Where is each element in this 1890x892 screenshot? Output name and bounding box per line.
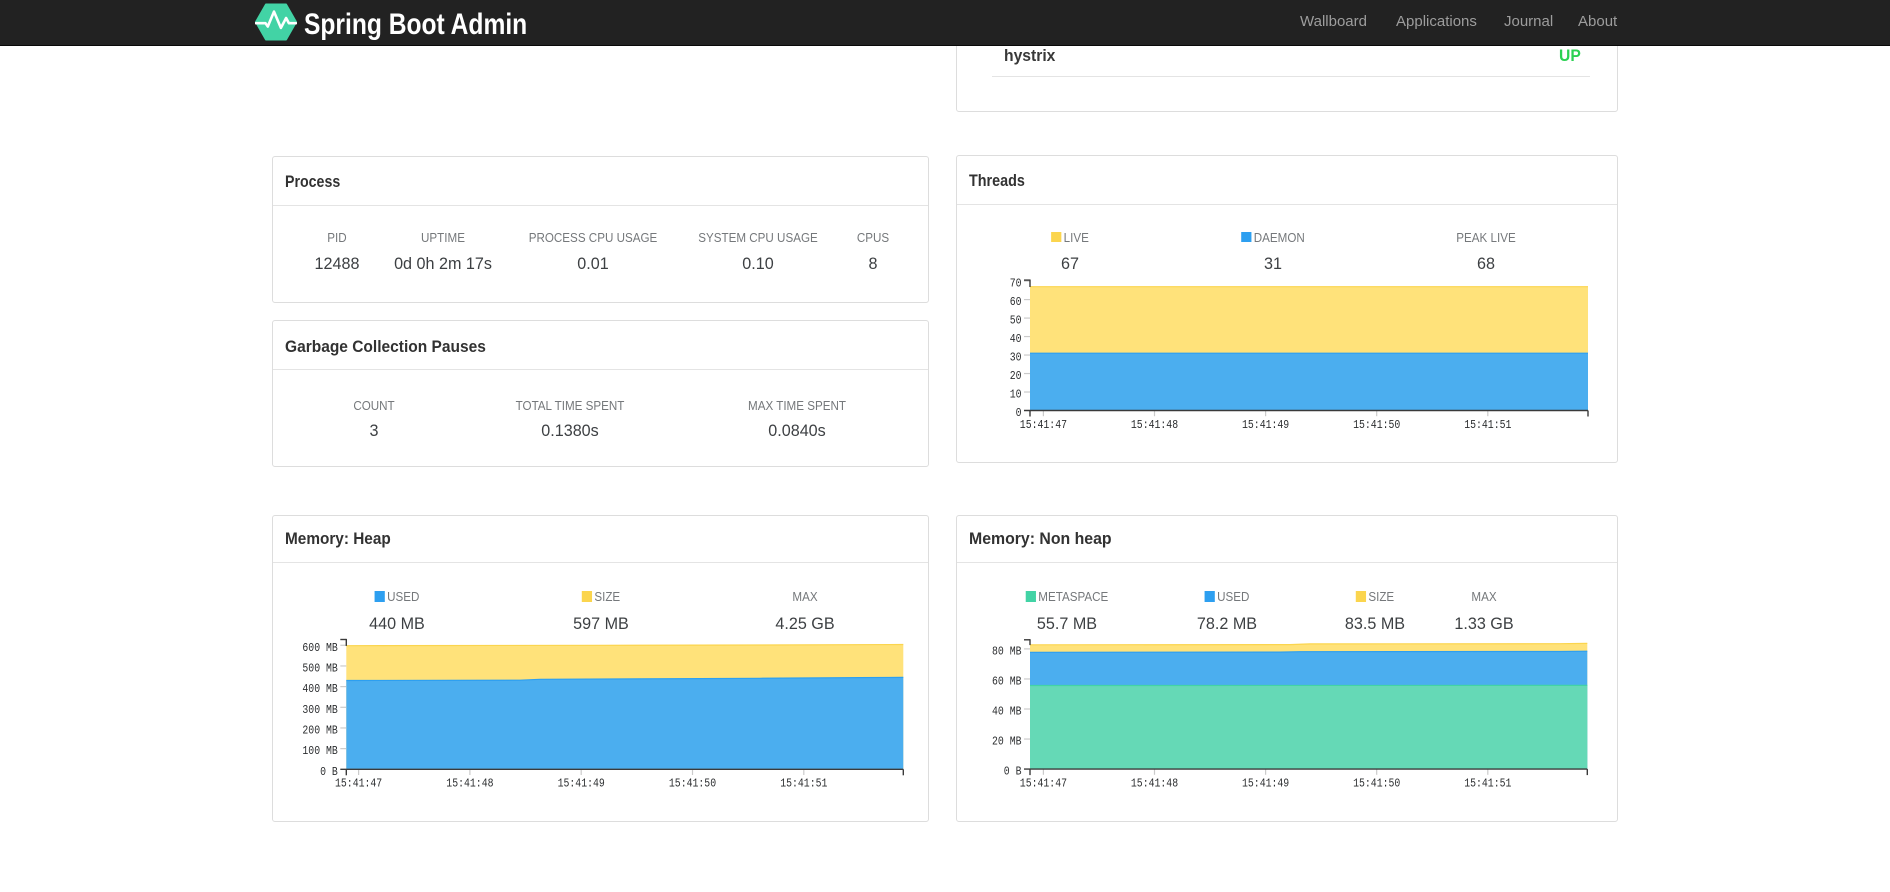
svg-text:15:41:49: 15:41:49 — [1242, 777, 1289, 791]
svg-text:10: 10 — [1010, 388, 1022, 402]
svg-text:15:41:48: 15:41:48 — [446, 777, 493, 791]
svg-text:20: 20 — [1010, 369, 1022, 383]
svg-text:20 MB: 20 MB — [992, 735, 1022, 749]
svg-text:15:41:49: 15:41:49 — [1242, 418, 1289, 432]
svg-text:500 MB: 500 MB — [302, 661, 337, 675]
svg-text:15:41:47: 15:41:47 — [1020, 418, 1067, 432]
svg-text:80 MB: 80 MB — [992, 644, 1022, 658]
svg-text:15:41:50: 15:41:50 — [669, 777, 716, 791]
svg-text:15:41:48: 15:41:48 — [1131, 418, 1178, 432]
svg-text:100 MB: 100 MB — [302, 744, 337, 758]
svg-text:60: 60 — [1010, 295, 1022, 309]
svg-text:15:41:50: 15:41:50 — [1353, 418, 1400, 432]
svg-text:15:41:47: 15:41:47 — [335, 777, 382, 791]
svg-text:50: 50 — [1010, 314, 1022, 328]
svg-text:40 MB: 40 MB — [992, 705, 1022, 719]
svg-text:0 B: 0 B — [320, 765, 338, 779]
svg-text:15:41:49: 15:41:49 — [558, 777, 605, 791]
svg-text:15:41:47: 15:41:47 — [1020, 777, 1067, 791]
svg-text:300 MB: 300 MB — [302, 703, 337, 717]
svg-text:200 MB: 200 MB — [302, 723, 337, 737]
svg-text:0: 0 — [1016, 406, 1022, 420]
svg-text:70: 70 — [1010, 277, 1022, 291]
svg-text:40: 40 — [1010, 332, 1022, 346]
svg-text:15:41:51: 15:41:51 — [1464, 777, 1511, 791]
svg-text:0 B: 0 B — [1004, 765, 1022, 779]
svg-text:60 MB: 60 MB — [992, 674, 1022, 688]
svg-text:400 MB: 400 MB — [302, 682, 337, 696]
svg-text:15:41:48: 15:41:48 — [1131, 777, 1178, 791]
svg-text:15:41:50: 15:41:50 — [1353, 777, 1400, 791]
svg-text:600 MB: 600 MB — [302, 641, 337, 655]
svg-text:15:41:51: 15:41:51 — [1464, 418, 1511, 432]
svg-text:15:41:51: 15:41:51 — [780, 777, 827, 791]
svg-text:30: 30 — [1010, 351, 1022, 365]
